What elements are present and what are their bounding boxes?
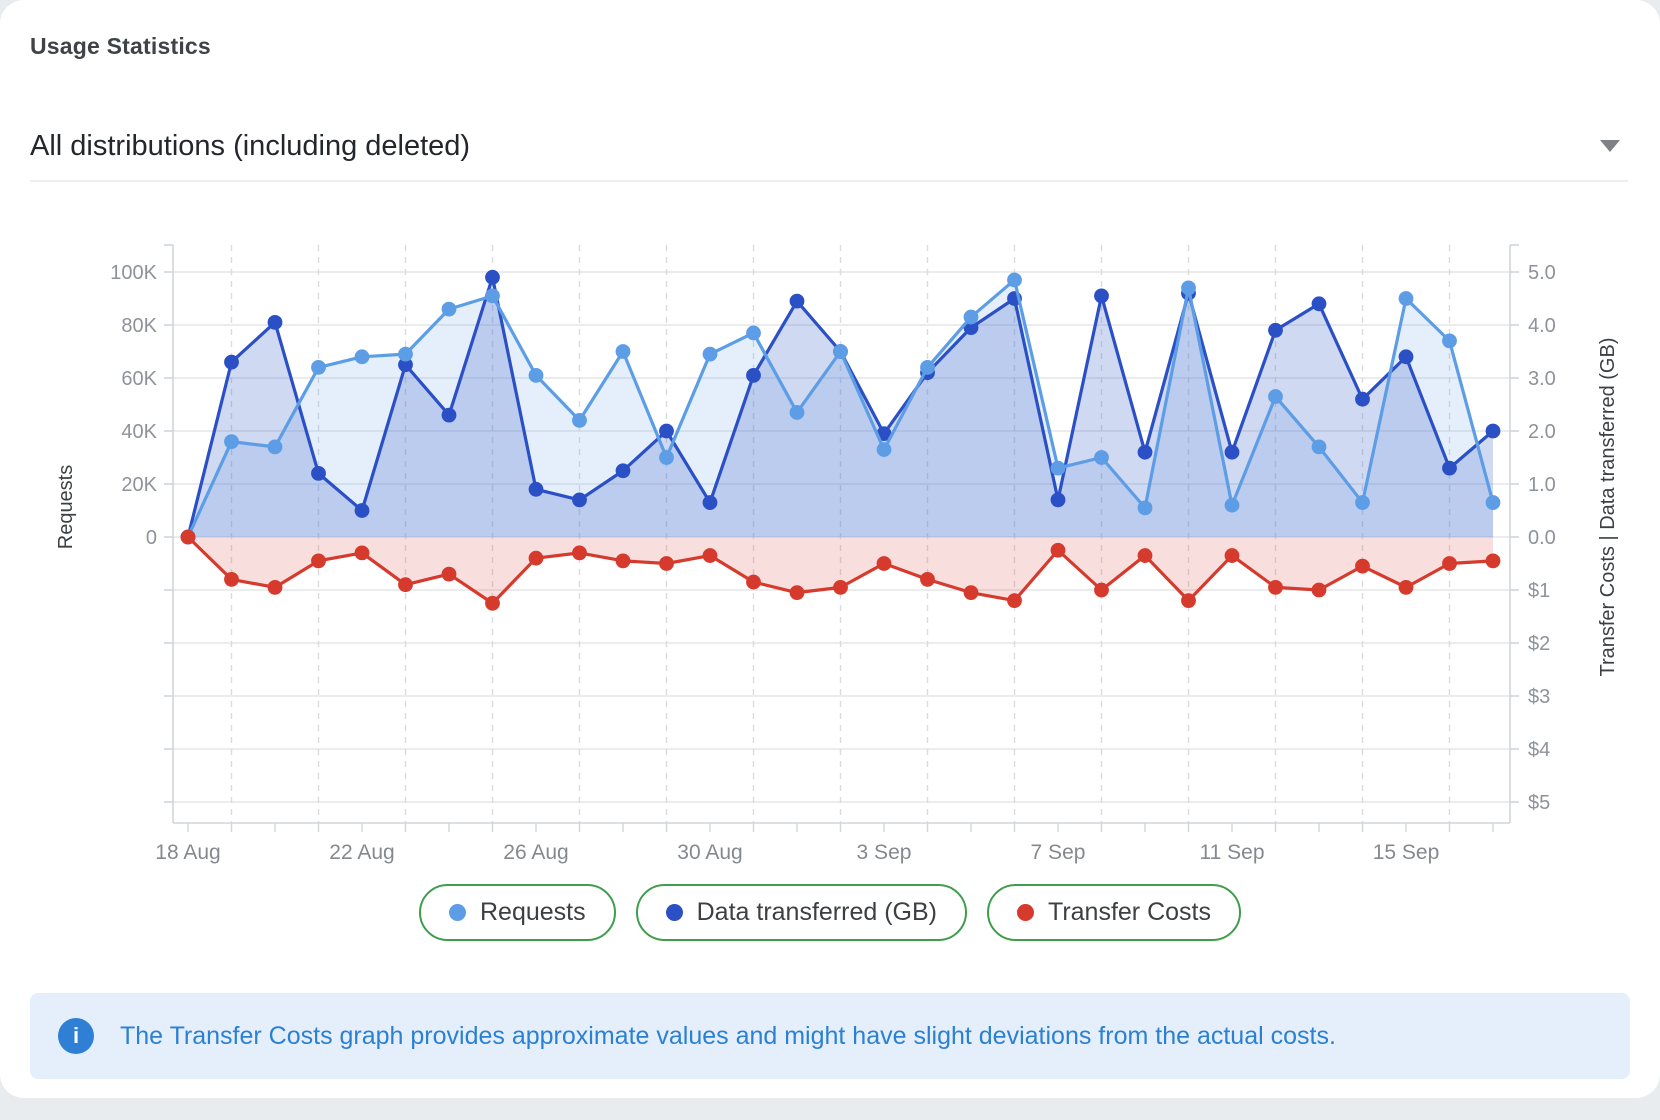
data-transferred-dot-icon <box>665 904 683 921</box>
transfer-costs-dot-icon <box>1016 904 1034 921</box>
chart-legend: Requests Data transferred (GB) Transfer … <box>0 884 1660 941</box>
svg-text:$4: $4 <box>1528 739 1550 761</box>
distribution-select-value: All distributions (including deleted) <box>30 129 471 162</box>
axes <box>164 244 1519 832</box>
usage-chart: 100K 80K 60K 40K 20K 0 5.0 4.0 3.0 2.0 1.0 0.0 $1 $2 $… <box>0 195 1660 875</box>
fill-1 <box>188 277 1493 537</box>
svg-text:40K: 40K <box>121 421 157 443</box>
svg-text:Requests: Requests <box>55 465 77 550</box>
svg-text:3.0: 3.0 <box>1528 368 1556 390</box>
svg-text:30 Aug: 30 Aug <box>677 841 742 864</box>
info-banner: i The Transfer Costs graph provides appr… <box>30 993 1630 1079</box>
fill-0 <box>188 279 1493 537</box>
svg-text:18 Aug: 18 Aug <box>155 841 220 864</box>
info-banner-text: The Transfer Costs graph provides approx… <box>120 1021 1336 1050</box>
chevron-down-icon <box>1600 140 1620 152</box>
svg-text:80K: 80K <box>121 315 157 337</box>
svg-text:11 Sep: 11 Sep <box>1200 841 1265 864</box>
svg-text:0: 0 <box>146 527 157 549</box>
legend-item-data-transferred[interactable]: Data transferred (GB) <box>635 884 967 941</box>
page-title: Usage Statistics <box>30 33 211 59</box>
svg-text:3 Sep: 3 Sep <box>857 841 912 864</box>
legend-item-label: Transfer Costs <box>1047 898 1211 926</box>
svg-text:$2: $2 <box>1528 633 1550 655</box>
requests-dot-icon <box>449 904 466 921</box>
svg-text:100K: 100K <box>110 262 157 284</box>
series-requests <box>180 272 1501 545</box>
gridlines <box>173 245 1510 823</box>
legend-item-label: Data transferred (GB) <box>696 898 937 926</box>
svg-text:0.0: 0.0 <box>1528 527 1556 549</box>
distribution-select[interactable]: All distributions (including deleted) <box>30 112 1628 182</box>
fill-2 <box>188 537 1493 604</box>
svg-text:$5: $5 <box>1528 792 1550 814</box>
svg-text:22 Aug: 22 Aug <box>329 841 394 864</box>
svg-text:Transfer Costs | Data transfer: Transfer Costs | Data transferred (GB) <box>1597 338 1619 677</box>
legend-item-requests[interactable]: Requests <box>419 884 616 941</box>
svg-text:1.0: 1.0 <box>1528 474 1556 496</box>
svg-text:5.0: 5.0 <box>1528 262 1556 284</box>
info-icon: i <box>58 1018 94 1054</box>
series-fills <box>188 277 1493 604</box>
axis-tick-labels: 100K 80K 60K 40K 20K 0 5.0 4.0 3.0 2.0 1.0 0.0 $1 $2 $… <box>110 262 1556 864</box>
legend-item-label: Requests <box>480 898 586 926</box>
svg-text:26 Aug: 26 Aug <box>503 841 568 864</box>
axis-titles: Requests Transfer Costs | Data transferre… <box>55 338 1619 677</box>
svg-text:2.0: 2.0 <box>1528 421 1556 443</box>
legend-item-transfer-costs[interactable]: Transfer Costs <box>986 884 1241 941</box>
series-transfer-costs <box>180 529 1501 611</box>
svg-text:4.0: 4.0 <box>1528 315 1556 337</box>
svg-text:20K: 20K <box>121 474 157 496</box>
svg-text:60K: 60K <box>121 368 157 390</box>
svg-text:7 Sep: 7 Sep <box>1031 841 1086 864</box>
svg-text:$1: $1 <box>1528 580 1550 602</box>
usage-chart-svg: 100K 80K 60K 40K 20K 0 5.0 4.0 3.0 2.0 1.0 0.0 $1 $2 $… <box>55 244 1619 864</box>
svg-text:$3: $3 <box>1528 686 1550 708</box>
svg-text:15 Sep: 15 Sep <box>1373 841 1440 864</box>
